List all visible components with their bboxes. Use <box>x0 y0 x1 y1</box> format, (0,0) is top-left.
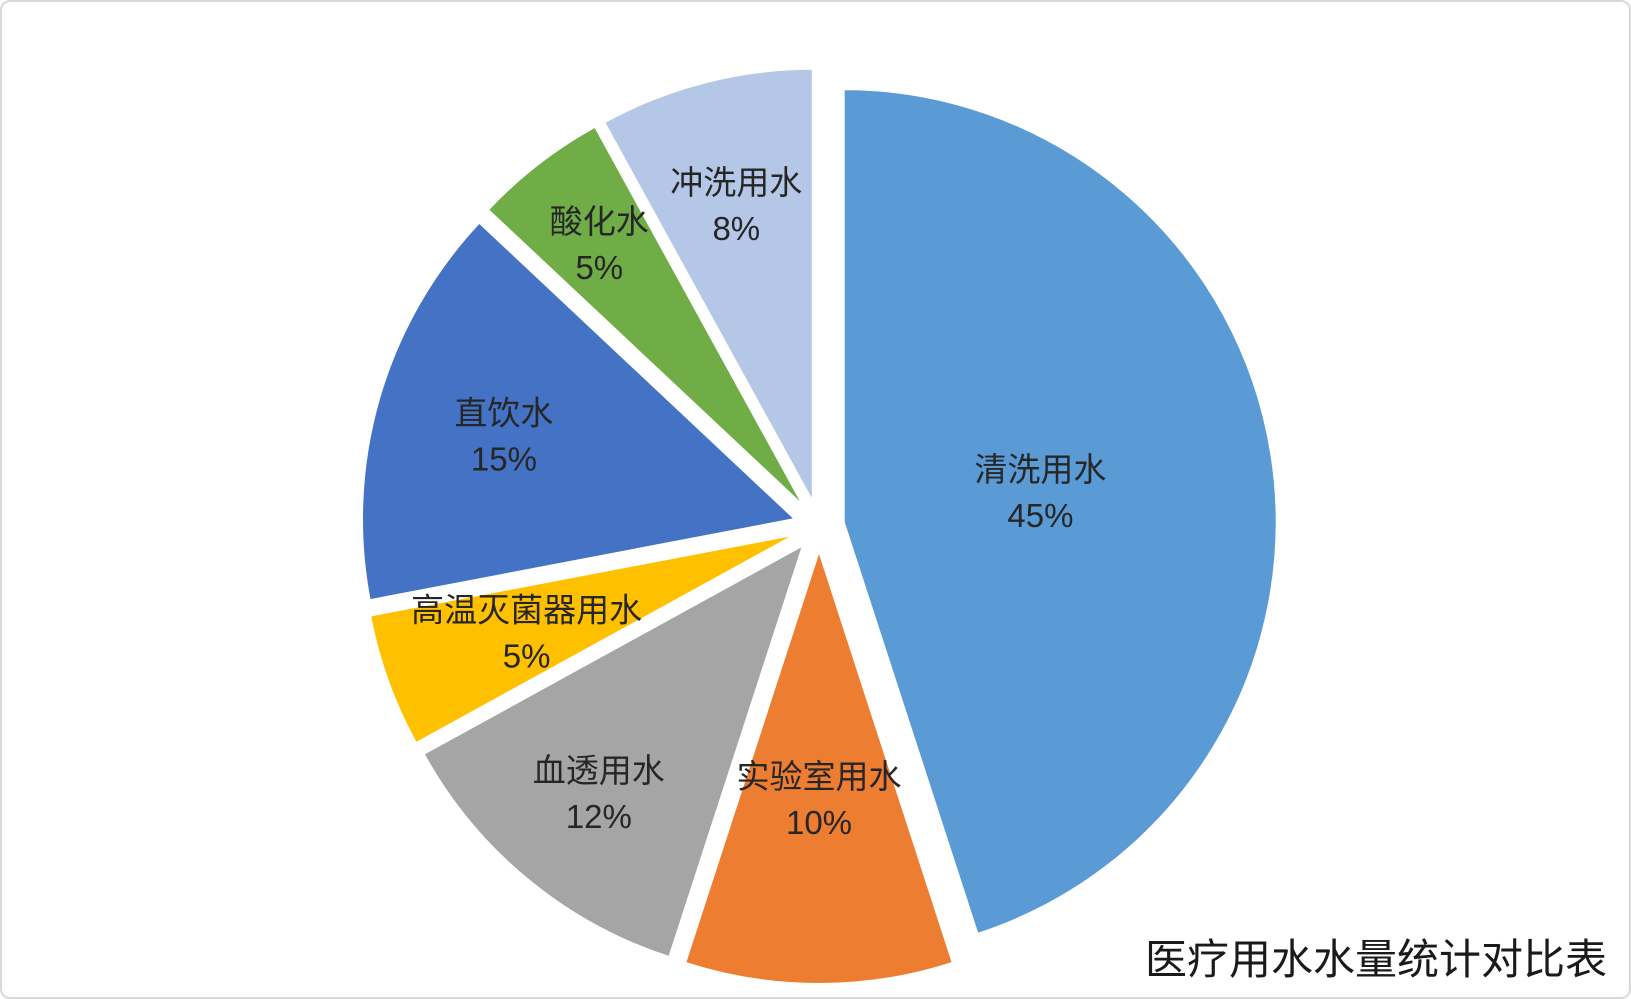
slice-label-7: 冲洗用水 8% <box>670 165 802 247</box>
pie-slice-1[interactable] <box>842 88 1278 936</box>
pie-slice-2[interactable] <box>683 547 955 985</box>
slice-label-1: 清洗用水 45% <box>974 452 1106 534</box>
slice-label-6: 酸化水 5% <box>550 204 649 286</box>
pie-slice-7[interactable] <box>602 67 814 503</box>
pie-slice-6[interactable] <box>486 125 805 507</box>
slice-label-5: 直饮水 15% <box>454 396 553 478</box>
pie-slice-5[interactable] <box>361 221 798 602</box>
pie-slice-3[interactable] <box>422 543 805 959</box>
slice-label-2: 实验室用水 10% <box>737 759 902 841</box>
slice-label-3: 血透用水 12% <box>533 753 665 835</box>
pie-slice-4[interactable] <box>368 533 796 745</box>
slice-label-4: 高温灭菌器用水 5% <box>411 592 642 674</box>
chart-title: 医疗用水水量统计对比表 <box>1144 938 1607 984</box>
